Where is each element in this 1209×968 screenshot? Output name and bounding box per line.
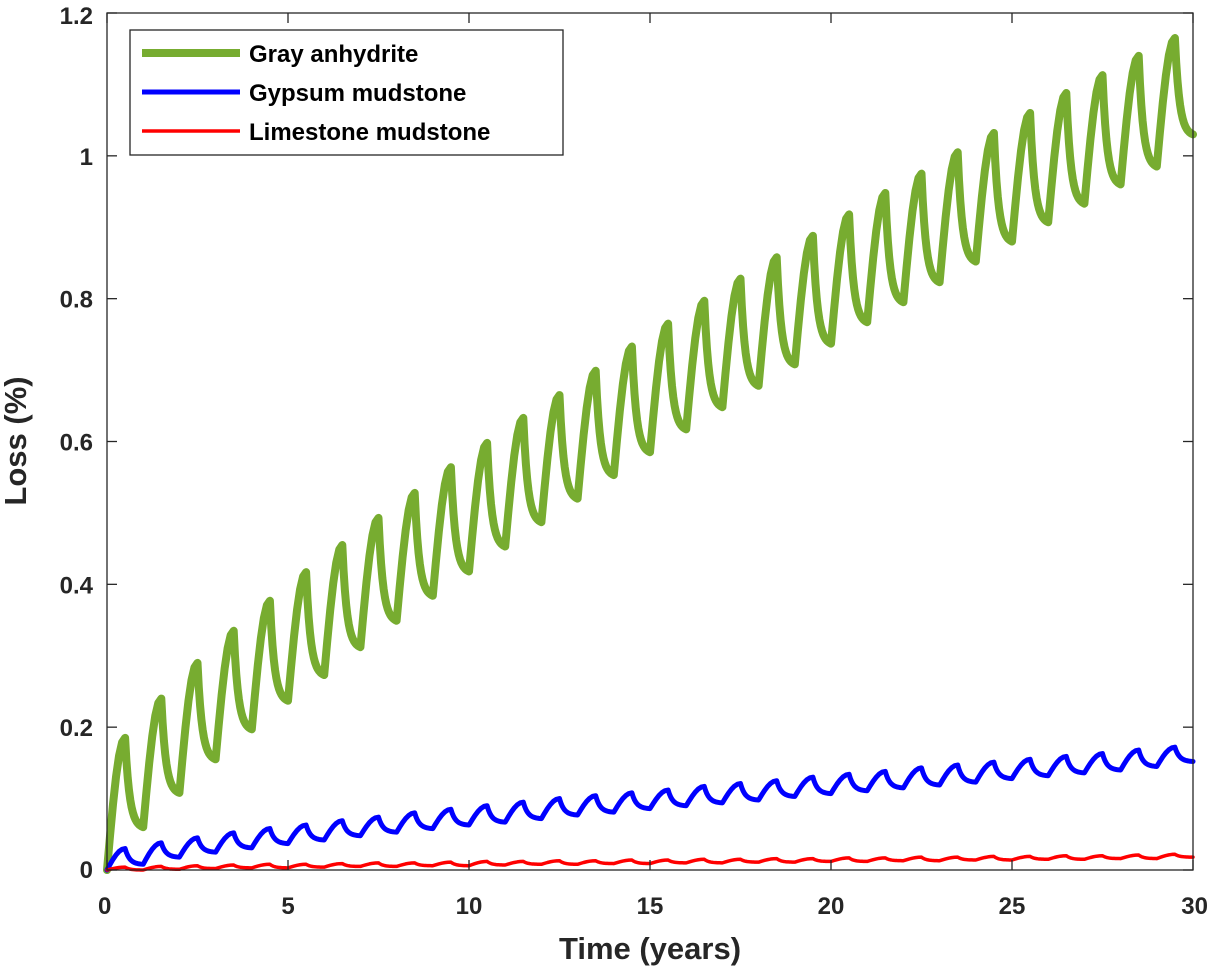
x-tick-label: 25 — [999, 893, 1026, 920]
legend-label-gypsum-mudstone: Gypsum mudstone — [249, 80, 466, 107]
y-tick-label: 0.8 — [60, 287, 93, 314]
x-tick-label: 5 — [281, 893, 294, 920]
series-line-gray-anhydrite — [103, 34, 1197, 874]
x-axis-label: Time (years) — [559, 931, 741, 966]
legend: Gray anhydrite Gypsum mudstone Limestone… — [129, 29, 564, 156]
series-line-gypsum-mudstone — [104, 744, 1196, 873]
legend-label-gray-anhydrite: Gray anhydrite — [249, 41, 418, 68]
x-tick-label: 15 — [637, 893, 664, 920]
x-tick-label: 20 — [818, 893, 845, 920]
x-tick-label: 0 — [98, 893, 111, 920]
y-tick-label: 0.2 — [60, 715, 93, 742]
y-tick-label: 1.2 — [60, 3, 93, 30]
legend-label-limestone-mudstone: Limestone mudstone — [249, 119, 490, 146]
ticks-layer: 0 5 10 15 20 25 30 0 0.2 0.4 0.6 0.8 1 1.2 — [60, 3, 1208, 920]
y-tick-label: 1 — [80, 144, 93, 171]
y-axis-label: Loss (%) — [0, 376, 33, 505]
y-tick-label: 0 — [80, 857, 93, 884]
y-tick-label: 0.4 — [60, 572, 94, 599]
x-tick-label: 30 — [1181, 893, 1208, 920]
y-tick-label: 0.6 — [60, 430, 93, 457]
x-tick-label: 10 — [456, 893, 483, 920]
